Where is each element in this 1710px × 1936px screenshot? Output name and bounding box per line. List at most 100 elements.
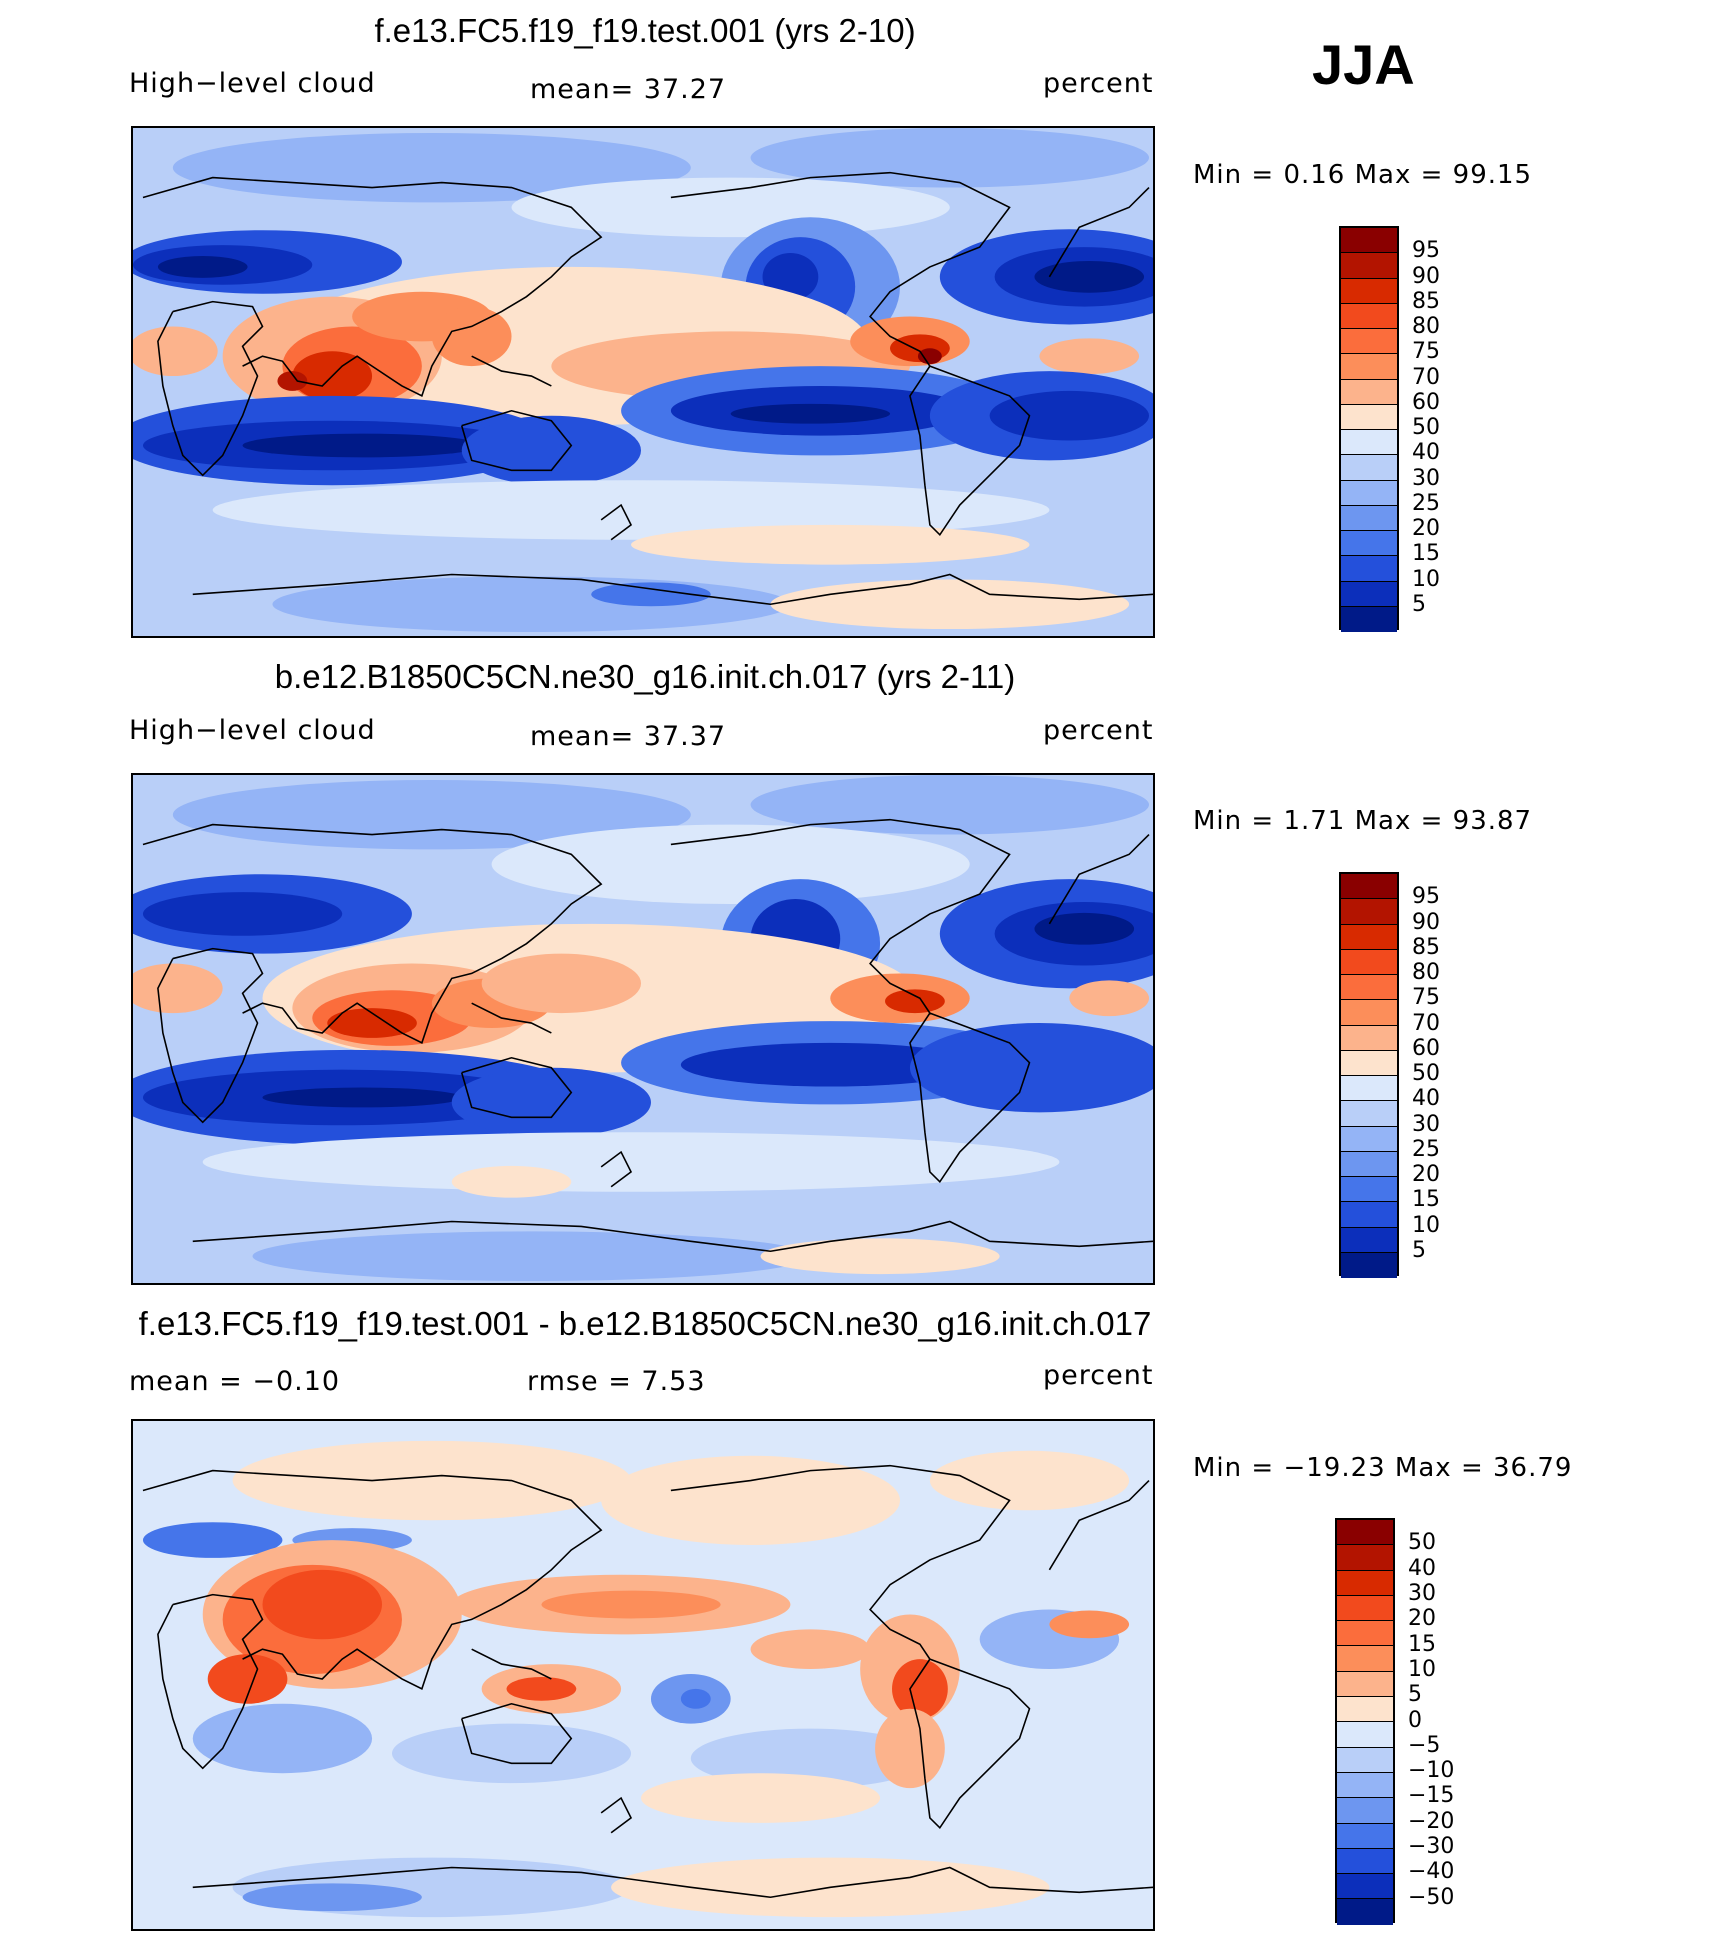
colorbar-tick-label: 50: [1412, 415, 1440, 440]
colorbar-tick-label: 10: [1412, 1212, 1440, 1238]
panel3-map-svg: [133, 1421, 1153, 1929]
colorbar-tick-label: 40: [1408, 1555, 1436, 1581]
panel2-coastlines: [142, 818, 1153, 1253]
panel1-colorbar-cell: [1341, 228, 1397, 254]
panel1-minmax: Min = 0.16 Max = 99.15: [1193, 160, 1533, 190]
colorbar-tick-label: 70: [1412, 364, 1440, 390]
colorbar-tick-label: 20: [1408, 1606, 1436, 1632]
colorbar-tick-label: 5: [1412, 591, 1426, 617]
panel2-variable-label: High−level cloud: [129, 715, 376, 746]
panel1-colorbar-cell: [1341, 606, 1397, 632]
colorbar-tick-label: 60: [1412, 1035, 1440, 1061]
panel3-colorbar-cell: [1337, 1798, 1393, 1824]
colorbar-tick-label: 85: [1412, 934, 1440, 960]
panel1-coastlines: [142, 171, 1153, 606]
panel3-colorbar-cell: [1337, 1772, 1393, 1799]
colorbar-tick-label: 50: [1408, 1530, 1436, 1556]
colorbar-tick-label: 5: [1408, 1682, 1422, 1708]
panel3-map: [131, 1419, 1155, 1931]
season-label: JJA: [1312, 33, 1415, 96]
panel2-colorbar-cell: [1341, 1025, 1397, 1051]
colorbar-tick-label: 30: [1412, 465, 1440, 491]
panel3-colorbar-cell: [1337, 1899, 1393, 1925]
colorbar-tick-label: 80: [1412, 960, 1440, 985]
panel1-colorbar-cell: [1341, 379, 1397, 405]
panel3-colorbar-cell: [1337, 1621, 1393, 1647]
panel2-colorbar-cell: [1341, 1076, 1397, 1102]
colorbar-tick-label: 90: [1412, 263, 1440, 289]
panel3-units-label: percent: [1043, 1360, 1154, 1391]
colorbar-tick-label: 20: [1412, 1162, 1440, 1187]
panel2-colorbar: [1339, 872, 1399, 1278]
panel2-colorbar-cell: [1341, 874, 1397, 900]
panel3-colorbar-cell: [1337, 1747, 1393, 1773]
colorbar-tick-label: 60: [1412, 389, 1440, 415]
panel1-colorbar-cell: [1341, 404, 1397, 430]
colorbar-tick-label: −5: [1408, 1732, 1441, 1758]
panel2-colorbar-cell: [1341, 1227, 1397, 1253]
colorbar-tick-label: −20: [1408, 1808, 1455, 1834]
colorbar-tick-label: 30: [1412, 1111, 1440, 1137]
panel2-map: [131, 773, 1155, 1285]
colorbar-tick-label: 40: [1412, 440, 1440, 466]
panel1-colorbar: [1339, 226, 1399, 632]
panel2-colorbar-cell: [1341, 924, 1397, 950]
panel2-minmax: Min = 1.71 Max = 93.87: [1193, 806, 1533, 836]
panel3-colorbar: [1335, 1518, 1395, 1925]
panel3-colorbar-cell: [1337, 1697, 1393, 1723]
panel1-units-label: percent: [1043, 68, 1154, 99]
panel3-colorbar-cell: [1337, 1520, 1393, 1546]
panel2-colorbar-cell: [1341, 1000, 1397, 1026]
colorbar-tick-label: 85: [1412, 288, 1440, 314]
colorbar-tick-label: 30: [1408, 1580, 1436, 1606]
colorbar-tick-label: 5: [1412, 1237, 1426, 1263]
panel3-mean-label: mean = −0.10: [129, 1366, 341, 1397]
panel1-map-svg: [133, 128, 1153, 636]
panel3-colorbar-cell: [1337, 1570, 1393, 1596]
panel1-colorbar-cell: [1341, 581, 1397, 607]
panel3-colorbar-cell: [1337, 1545, 1393, 1571]
colorbar-tick-label: 50: [1412, 1061, 1440, 1086]
panel2-colorbar-cell: [1341, 1050, 1397, 1076]
colorbar-tick-label: 25: [1412, 490, 1440, 516]
panel1-map: [131, 126, 1155, 638]
panel1-variable-label: High−level cloud: [129, 68, 376, 99]
panel1-colorbar-cell: [1341, 556, 1397, 582]
panel3-coastlines: [142, 1464, 1153, 1899]
panel1-colorbar-cell: [1341, 430, 1397, 456]
panel1-colorbar-cell: [1341, 531, 1397, 557]
panel3-field: [142, 1440, 1130, 1918]
colorbar-tick-label: 75: [1412, 985, 1440, 1011]
panel3-colorbar-cell: [1337, 1671, 1393, 1698]
panel3-colorbar-cell: [1337, 1848, 1393, 1875]
panel2-title: b.e12.B1850C5CN.ne30_g16.init.ch.017 (yr…: [274, 658, 1016, 695]
panel3-minmax: Min = −19.23 Max = 36.79: [1193, 1453, 1573, 1483]
panel2-colorbar-cell: [1341, 1252, 1397, 1278]
panel2-colorbar-cell: [1341, 949, 1397, 975]
colorbar-tick-label: −15: [1408, 1783, 1455, 1809]
panel3-colorbar-cell: [1337, 1722, 1393, 1748]
panel2-colorbar-cell: [1341, 1177, 1397, 1203]
panel3-colorbar-cell: [1337, 1646, 1393, 1672]
panel3-colorbar-cell: [1337, 1595, 1393, 1622]
panel1-title: f.e13.FC5.f19_f19.test.001 (yrs 2-10): [374, 12, 916, 49]
panel1-colorbar-cell: [1341, 303, 1397, 329]
panel2-colorbar-cell: [1341, 975, 1397, 1001]
panel1-colorbar-cell: [1341, 505, 1397, 531]
panel1-colorbar-cell: [1341, 253, 1397, 279]
panel3-colorbar-cell: [1337, 1823, 1393, 1849]
panel2-colorbar-cell: [1341, 1151, 1397, 1177]
panel2-units-label: percent: [1043, 715, 1154, 746]
colorbar-tick-label: 10: [1408, 1656, 1436, 1682]
colorbar-tick-label: 15: [1408, 1631, 1436, 1657]
panel1-colorbar-cell: [1341, 480, 1397, 506]
colorbar-tick-label: 75: [1412, 339, 1440, 365]
panel3-colorbar-cell: [1337, 1874, 1393, 1900]
panel3-rmse-label: rmse = 7.53: [527, 1366, 706, 1397]
colorbar-tick-label: 90: [1412, 909, 1440, 935]
panel2-mean-label: mean= 37.37: [530, 721, 727, 752]
panel2-field: [133, 775, 1153, 1282]
panel1-mean-label: mean= 37.27: [530, 74, 727, 105]
colorbar-tick-label: 40: [1412, 1086, 1440, 1112]
panel2-colorbar-cell: [1341, 1101, 1397, 1127]
